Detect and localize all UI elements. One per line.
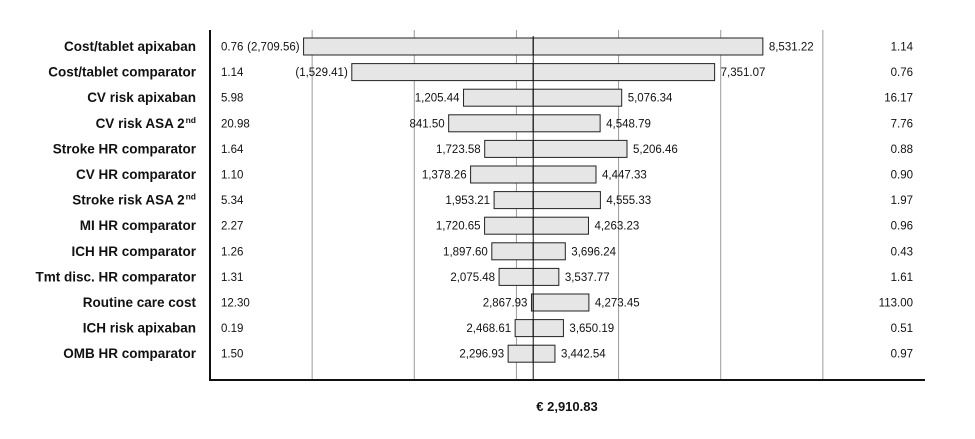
bar-high — [532, 344, 556, 363]
high-value-label: 4,555.33 — [606, 195, 651, 207]
row-label: CV risk ASA 2nd — [96, 115, 196, 131]
high-param-value: 0.51 — [891, 323, 913, 335]
low-value-label: 1,897.60 — [443, 246, 488, 258]
high-param-value: 0.76 — [891, 67, 913, 79]
low-param-value: 0.19 — [221, 323, 243, 335]
bar-low — [491, 242, 534, 261]
low-param-value: 1.14 — [221, 67, 244, 79]
low-value-label: 1,205.44 — [415, 93, 460, 105]
high-param-value: 0.43 — [891, 246, 913, 258]
low-value-label: 2,075.48 — [450, 272, 495, 284]
high-param-value: 0.90 — [891, 170, 913, 182]
bar-low — [493, 191, 534, 210]
low-param-value: 1.50 — [221, 349, 243, 361]
low-param-value: 20.98 — [221, 118, 250, 130]
bar-low — [303, 37, 534, 56]
high-value-label: 3,442.54 — [561, 349, 606, 361]
low-value-label: 1,378.26 — [422, 170, 467, 182]
bar-low — [484, 139, 534, 158]
low-param-value: 12.30 — [221, 298, 250, 310]
row-label: OMB HR comparator — [63, 346, 197, 361]
bar-high — [532, 293, 590, 312]
high-value-label: 3,650.19 — [569, 323, 614, 335]
low-value-label: 841.50 — [409, 118, 444, 130]
low-value-label: 2,867.93 — [483, 298, 528, 310]
bar-high — [532, 37, 764, 56]
low-param-value: 2.27 — [221, 221, 243, 233]
high-param-value: 7.76 — [891, 118, 913, 130]
bar-high — [532, 216, 589, 235]
axes — [209, 30, 925, 381]
bar-high — [532, 191, 601, 210]
bar-low — [507, 344, 534, 363]
high-param-value: 113.00 — [879, 298, 913, 310]
row-label: Cost/tablet comparator — [48, 65, 197, 80]
bar-low — [484, 216, 534, 235]
high-value-label: 5,206.46 — [633, 144, 678, 156]
high-value-label: 4,273.45 — [595, 298, 640, 310]
high-param-value: 1.97 — [891, 195, 913, 207]
row-label: ICH HR comparator — [71, 244, 196, 259]
high-value-label: 5,076.34 — [628, 93, 673, 105]
bar-high — [532, 165, 597, 184]
low-param-value: 1.31 — [221, 272, 243, 284]
row-label: Tmt disc. HR comparator — [35, 269, 196, 284]
low-value-label: (2,709.56) — [247, 42, 300, 54]
high-value-label: 3,696.24 — [571, 246, 616, 258]
bar-high — [532, 242, 566, 261]
bar-high — [532, 319, 564, 338]
row-label: CV risk apixaban — [87, 90, 196, 105]
bar-high — [532, 88, 623, 107]
row-label: Stroke risk ASA 2nd — [72, 192, 196, 208]
bar-low — [463, 88, 534, 107]
low-value-label: 1,723.58 — [436, 144, 481, 156]
bar-high — [532, 114, 601, 133]
low-value-label: 1,720.65 — [436, 221, 481, 233]
row-label: CV HR comparator — [76, 167, 197, 182]
low-value-label: 2,296.93 — [459, 349, 504, 361]
low-param-value: 1.26 — [221, 246, 243, 258]
low-value-label: 1,953.21 — [445, 195, 490, 207]
bar-low — [448, 114, 534, 133]
high-value-label: 7,351.07 — [721, 67, 766, 79]
row-label: Stroke HR comparator — [53, 141, 197, 156]
bar-low — [498, 267, 534, 286]
bar-high — [532, 63, 716, 82]
high-param-value: 0.88 — [891, 144, 913, 156]
base-value-label: € 2,910.83 — [536, 399, 597, 414]
high-param-value: 16.17 — [884, 93, 913, 105]
labels: Cost/tablet apixaban 0.76 1.14 (2,709.56) 8,… — [35, 39, 913, 361]
high-value-label: 3,537.77 — [565, 272, 610, 284]
high-param-value: 0.97 — [891, 349, 913, 361]
row-label: MI HR comparator — [80, 218, 197, 233]
bar-low — [514, 319, 534, 338]
low-param-value: 5.98 — [221, 93, 243, 105]
high-param-value: 1.61 — [891, 272, 913, 284]
bar-low — [351, 63, 534, 82]
high-param-value: 1.14 — [891, 42, 914, 54]
low-param-value: 0.76 — [221, 42, 243, 54]
low-param-value: 5.34 — [221, 195, 244, 207]
low-value-label: (1,529.41) — [295, 67, 348, 79]
high-value-label: 4,447.33 — [602, 170, 647, 182]
row-label: Routine care cost — [83, 295, 197, 310]
high-value-label: 8,531.22 — [769, 42, 814, 54]
bar-high — [532, 139, 628, 158]
bar-low — [470, 165, 534, 184]
high-value-label: 4,548.79 — [606, 118, 651, 130]
row-label: ICH risk apixaban — [83, 321, 196, 336]
low-param-value: 1.64 — [221, 144, 244, 156]
high-param-value: 0.96 — [891, 221, 913, 233]
low-value-label: 2,468.61 — [466, 323, 511, 335]
high-value-label: 4,263.23 — [594, 221, 639, 233]
row-label: Cost/tablet apixaban — [64, 39, 196, 54]
bar-high — [532, 267, 560, 286]
low-param-value: 1.10 — [221, 170, 243, 182]
